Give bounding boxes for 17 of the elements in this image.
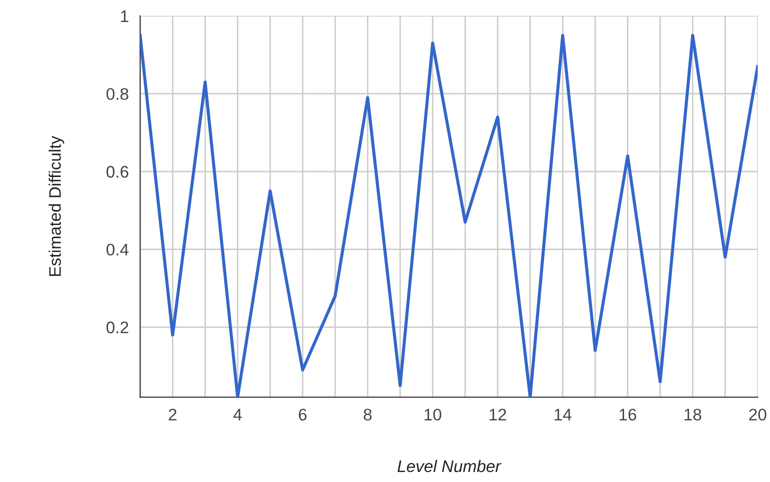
x-axis-title: Level Number [398,460,502,472]
x-tick-label: 16 [620,408,636,421]
x-tick-label: 4 [233,408,242,420]
y-tick-label: 0.8 [106,88,128,100]
x-tick-label: 2 [168,408,176,420]
x-tick-label: 8 [364,408,372,421]
x-tick-label: 6 [298,408,307,421]
x-tick-label: 10 [424,408,442,421]
y-tick-label: 0.4 [106,244,129,256]
y-tick-label: 0.6 [106,166,128,178]
y-tick-label: 1 [121,10,128,22]
y-tick-label: 0.2 [106,322,128,334]
y-axis-title: Estimated Difficulty [48,136,64,276]
x-tick-label: 14 [554,408,572,420]
x-tick-label: 20 [749,408,766,421]
x-tick-label: 18 [684,408,702,421]
x-tick-label: 12 [490,408,506,420]
